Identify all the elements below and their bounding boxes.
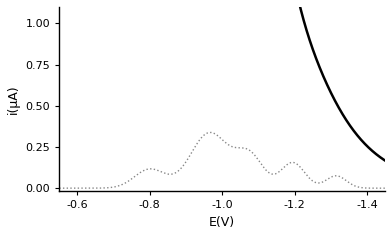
X-axis label: E(V): E(V) (209, 216, 235, 229)
Y-axis label: i(μA): i(μA) (7, 84, 20, 114)
